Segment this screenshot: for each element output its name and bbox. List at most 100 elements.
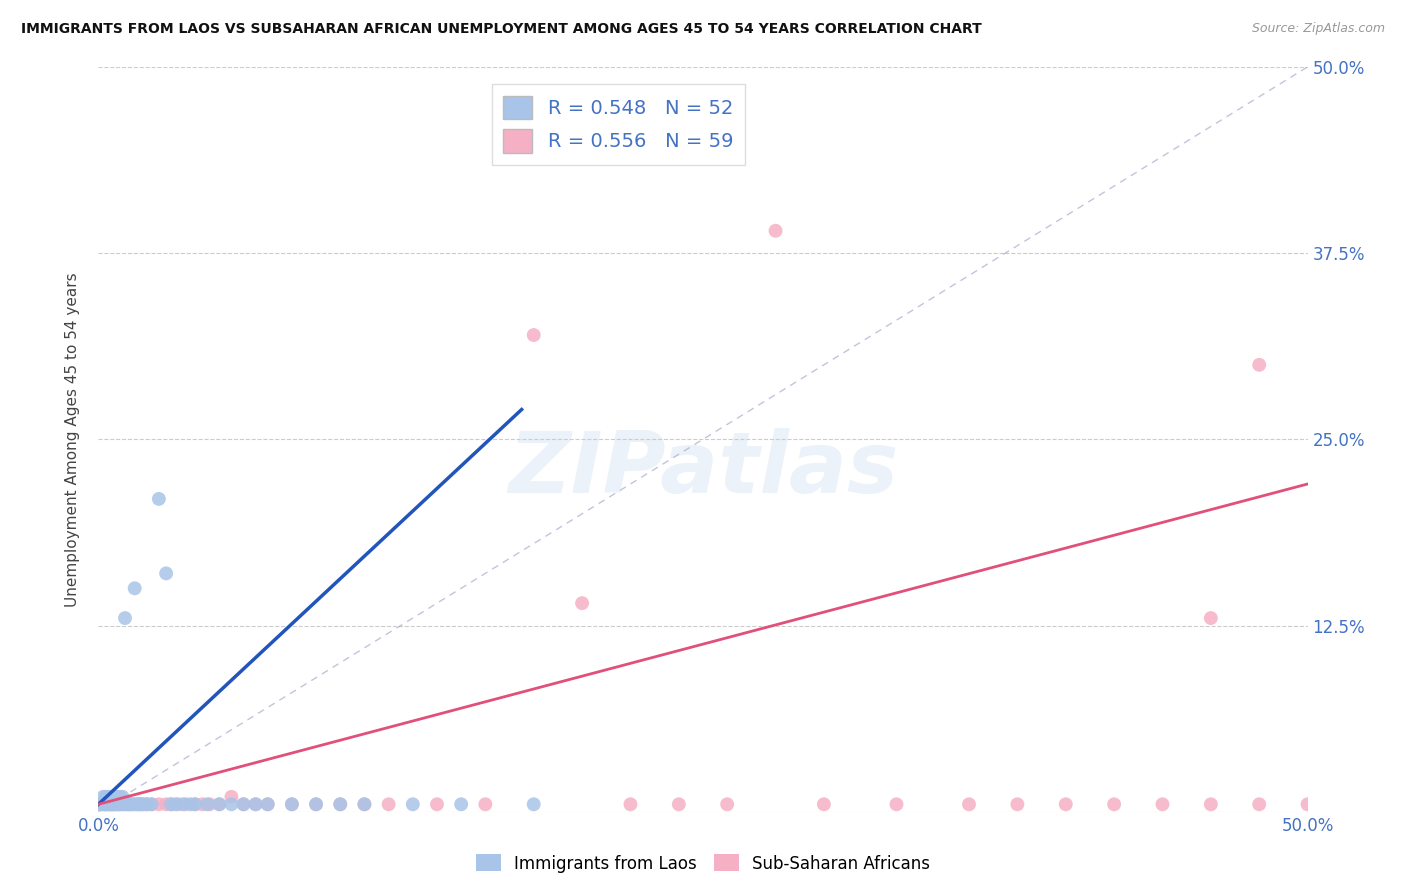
Point [402, 797, 425, 812]
Point [165, 797, 187, 812]
Point [114, 611, 136, 625]
Text: Source: ZipAtlas.com: Source: ZipAtlas.com [1251, 22, 1385, 36]
Point [191, 797, 214, 812]
Point [131, 797, 153, 812]
Point [160, 797, 183, 812]
Point [329, 797, 352, 812]
Point [101, 797, 124, 812]
Point [121, 797, 143, 812]
Point [141, 797, 163, 812]
Point [1199, 797, 1222, 812]
Point [111, 789, 134, 804]
Point [172, 797, 194, 812]
Point [167, 797, 190, 812]
Point [111, 797, 134, 812]
Point [571, 596, 593, 610]
Point [256, 797, 278, 812]
Point [765, 224, 787, 238]
Point [111, 797, 134, 812]
Point [1152, 797, 1174, 812]
Point [208, 797, 231, 812]
Point [114, 797, 136, 812]
Point [101, 797, 124, 812]
Text: ZIPatlas: ZIPatlas [508, 427, 898, 510]
Point [101, 789, 124, 804]
Point [1199, 611, 1222, 625]
Point [127, 797, 149, 812]
Point [208, 797, 231, 812]
Point [135, 797, 157, 812]
Legend: Immigrants from Laos, Sub-Saharan Africans: Immigrants from Laos, Sub-Saharan Africa… [470, 847, 936, 880]
Point [1102, 797, 1125, 812]
Point [184, 797, 207, 812]
Point [155, 566, 177, 581]
Point [97, 797, 120, 812]
Point [131, 797, 153, 812]
Point [121, 797, 143, 812]
Point [127, 797, 149, 812]
Point [135, 797, 157, 812]
Point [450, 797, 472, 812]
Point [668, 797, 690, 812]
Point [716, 797, 738, 812]
Point [281, 797, 304, 812]
Point [91, 797, 114, 812]
Point [305, 797, 328, 812]
Point [523, 797, 546, 812]
Point [1054, 797, 1077, 812]
Point [94, 797, 117, 812]
Point [94, 789, 117, 804]
Point [245, 797, 267, 812]
Point [886, 797, 908, 812]
Point [108, 797, 131, 812]
Point [124, 582, 146, 596]
Point [523, 328, 546, 343]
Point [1296, 797, 1319, 812]
Point [104, 797, 127, 812]
Point [141, 797, 163, 812]
Point [174, 797, 197, 812]
Point [91, 789, 114, 804]
Point [1249, 358, 1271, 372]
Point [117, 797, 139, 812]
Point [1007, 797, 1029, 812]
Point [94, 797, 117, 812]
Point [90, 797, 112, 812]
Point [221, 789, 243, 804]
Point [329, 797, 352, 812]
Point [104, 797, 127, 812]
Point [124, 797, 146, 812]
Point [232, 797, 254, 812]
Point [160, 797, 183, 812]
Point [377, 797, 399, 812]
Point [305, 797, 328, 812]
Point [619, 797, 641, 812]
Point [107, 797, 129, 812]
Point [128, 797, 150, 812]
Point [1249, 797, 1271, 812]
Point [100, 789, 122, 804]
Point [108, 789, 131, 804]
Point [100, 797, 122, 812]
Point [148, 491, 170, 506]
Point [184, 797, 207, 812]
Point [118, 797, 141, 812]
Point [91, 797, 114, 812]
Point [474, 797, 496, 812]
Point [179, 797, 201, 812]
Point [107, 797, 129, 812]
Point [107, 789, 129, 804]
Point [118, 797, 141, 812]
Point [100, 797, 122, 812]
Point [198, 797, 221, 812]
Point [134, 797, 156, 812]
Point [108, 797, 131, 812]
Point [353, 797, 375, 812]
Point [195, 797, 218, 812]
Point [90, 797, 112, 812]
Text: IMMIGRANTS FROM LAOS VS SUBSAHARAN AFRICAN UNEMPLOYMENT AMONG AGES 45 TO 54 YEAR: IMMIGRANTS FROM LAOS VS SUBSAHARAN AFRIC… [21, 22, 981, 37]
Point [256, 797, 278, 812]
Point [353, 797, 375, 812]
Point [232, 797, 254, 812]
Point [155, 797, 177, 812]
